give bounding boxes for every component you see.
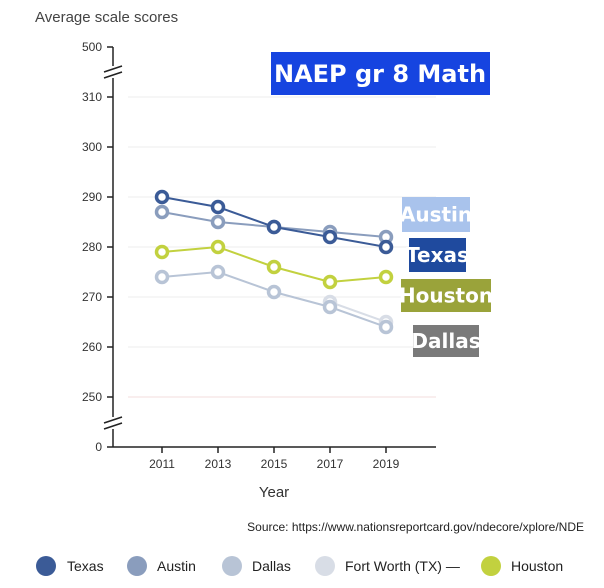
data-point[interactable] [210, 199, 226, 215]
y-tick-label: 500 [82, 40, 102, 54]
legend-swatch [315, 556, 335, 576]
data-point[interactable] [378, 269, 394, 285]
series-texas [154, 189, 394, 255]
x-tick-label: 2019 [373, 457, 400, 471]
legend-swatch [36, 556, 56, 576]
data-point[interactable] [322, 299, 338, 315]
series-dallas [154, 264, 394, 335]
legend-item-houston[interactable]: Houston [481, 556, 563, 576]
legend-label: Houston [511, 558, 563, 574]
label-tag-text: Texas [406, 243, 469, 267]
data-point[interactable] [266, 219, 282, 235]
x-tick-label: 2017 [317, 457, 344, 471]
title-text: NAEP gr 8 Math [274, 60, 486, 88]
legend-label: Fort Worth (TX) — [345, 558, 460, 574]
label-tag-austin: Austin [400, 197, 472, 232]
label-tag-background [401, 279, 491, 312]
x-axis-label: Year [259, 484, 289, 501]
data-point[interactable] [322, 229, 338, 245]
label-tag-text: Dallas [411, 329, 480, 353]
series-group [154, 189, 394, 335]
legend-swatch [481, 556, 501, 576]
legend-label: Dallas [252, 558, 291, 574]
data-point[interactable] [378, 239, 394, 255]
x-tick-label: 2013 [205, 457, 232, 471]
legend-item-texas[interactable]: Texas [36, 556, 104, 576]
legend-label: Texas [67, 558, 104, 574]
data-point[interactable] [378, 319, 394, 335]
data-point[interactable] [210, 239, 226, 255]
y-tick-label: 0 [95, 440, 102, 454]
series-line [329, 301, 387, 323]
label-tag-texas: Texas [406, 238, 469, 272]
label-tag-text: Houston [399, 284, 493, 308]
label-tag-background [402, 197, 470, 232]
y-ticks: 500 310 300 290 280 270 260 250 0 [82, 40, 113, 454]
y-tick-label: 300 [82, 140, 102, 154]
label-tag-text: Austin [400, 203, 472, 227]
y-tick-label: 260 [82, 340, 102, 354]
gridlines [128, 96, 436, 398]
data-point[interactable] [266, 259, 282, 275]
axis-break-mark [103, 71, 123, 79]
x-tick-label: 2011 [149, 457, 175, 471]
legend-item-fort[interactable]: Fort Worth (TX) — [315, 556, 460, 576]
label-tag-dallas: Dallas [411, 325, 481, 357]
data-point[interactable] [154, 244, 170, 260]
data-point[interactable] [154, 269, 170, 285]
y-tick-label: 250 [82, 390, 102, 404]
title-background [271, 52, 490, 95]
x-ticks: 2011 2013 2015 2017 2019 [149, 447, 400, 471]
y-tick-label: 270 [82, 290, 102, 304]
legend-swatch [127, 556, 147, 576]
axis-break-mark [103, 65, 123, 73]
legend-item-dallas[interactable]: Dallas [222, 556, 291, 576]
y-tick-label: 290 [82, 190, 102, 204]
source-note: Source: https://www.nationsreportcard.go… [247, 520, 584, 534]
annotation-labels: Austin Texas Houston Dallas [399, 197, 493, 357]
series-houston [154, 239, 394, 290]
legend-label: Austin [157, 558, 196, 574]
label-tag-background [409, 238, 466, 272]
axis-break-mark [103, 422, 123, 430]
data-point[interactable] [322, 274, 338, 290]
legend-item-austin[interactable]: Austin [127, 556, 196, 576]
x-tick-label: 2015 [261, 457, 288, 471]
data-point[interactable] [210, 214, 226, 230]
data-point[interactable] [266, 284, 282, 300]
data-point[interactable] [154, 204, 170, 220]
y-tick-label: 280 [82, 240, 102, 254]
y-tick-label: 310 [82, 90, 102, 104]
legend: Texas Austin Dallas Fort Worth (TX) — Housto… [36, 556, 563, 576]
data-point[interactable] [210, 264, 226, 280]
y-axis-label: Average scale scores [35, 9, 178, 26]
chart-title: NAEP gr 8 Math [271, 52, 490, 95]
legend-swatch [222, 556, 242, 576]
label-tag-houston: Houston [399, 279, 493, 312]
data-point[interactable] [154, 189, 170, 205]
label-tag-background [413, 325, 479, 357]
axis-break-mark [103, 416, 123, 424]
